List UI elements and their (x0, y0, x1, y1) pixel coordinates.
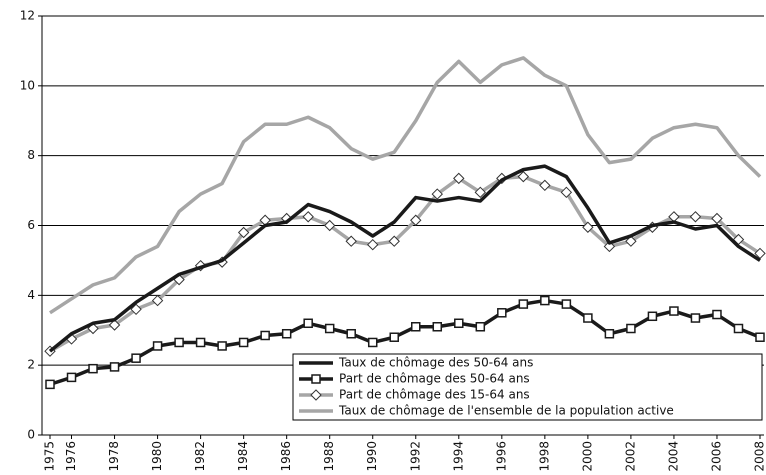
series-line (49, 298, 761, 387)
y-tick-label: 10 (20, 78, 35, 92)
marker (475, 322, 486, 332)
marker (540, 295, 550, 306)
marker (238, 337, 249, 348)
marker (131, 353, 141, 363)
marker (518, 299, 529, 309)
marker (603, 240, 616, 253)
marker (367, 238, 379, 251)
marker (346, 328, 356, 339)
marker (217, 341, 227, 351)
marker (345, 235, 357, 247)
marker (474, 186, 487, 199)
marker (497, 308, 507, 318)
marker (237, 226, 250, 239)
marker (410, 214, 422, 226)
x-tick-label: 1990 (365, 441, 379, 472)
marker (174, 337, 184, 348)
marker (711, 212, 723, 225)
marker (517, 170, 530, 183)
marker (151, 294, 164, 307)
marker (626, 323, 636, 334)
legend-label: Taux de chômage des 50-64 ans (338, 356, 533, 370)
x-tick-label: 1982 (193, 441, 207, 472)
x-tick-label: 1984 (236, 441, 250, 472)
marker (733, 323, 744, 334)
marker (152, 341, 163, 351)
marker (109, 362, 120, 372)
marker (108, 319, 121, 331)
marker (303, 318, 313, 329)
legend: Taux de chômage des 50-64 ans Part de chô… (292, 353, 763, 421)
marker (388, 235, 400, 247)
x-tick-label: 2006 (709, 441, 723, 472)
marker (453, 172, 465, 185)
marker (560, 186, 573, 199)
series-line (48, 164, 761, 353)
x-tick-label: 2008 (753, 441, 766, 472)
marker (431, 188, 443, 200)
marker (454, 318, 464, 329)
marker (260, 330, 270, 341)
y-tick-label: 6 (27, 218, 35, 232)
x-tick-label: 2002 (623, 441, 637, 472)
series-line (49, 174, 761, 353)
marker (367, 337, 378, 348)
marker (712, 309, 722, 320)
y-tick-label: 2 (27, 358, 35, 372)
marker (310, 389, 322, 401)
y-tick-label: 4 (27, 288, 35, 302)
x-tick-label: 1978 (107, 441, 121, 472)
x-tick-label: 1986 (279, 441, 293, 472)
x-tick-label: 1975 (43, 441, 57, 472)
x-tick-label: 2000 (580, 441, 594, 472)
marker (755, 332, 765, 342)
marker (411, 322, 421, 332)
marker (195, 337, 206, 348)
marker (647, 311, 658, 322)
y-tick-label: 0 (27, 428, 35, 442)
marker (669, 306, 679, 316)
marker (130, 303, 142, 316)
marker (324, 323, 335, 334)
marker (604, 328, 615, 339)
legend-label: Part de chômage des 15-64 ans (339, 388, 530, 402)
marker (323, 219, 336, 232)
marker (689, 211, 702, 223)
x-tick-label: 1980 (150, 441, 164, 472)
marker (311, 374, 321, 384)
marker (625, 235, 637, 247)
marker (389, 332, 399, 342)
series-line (49, 56, 762, 315)
x-tick-label: 1994 (451, 441, 465, 472)
marker (45, 379, 55, 390)
x-tick-label: 1988 (322, 441, 336, 472)
legend-label: Taux de chômage de l'ensemble de la popu… (338, 404, 674, 418)
marker (583, 313, 593, 323)
marker (582, 221, 594, 233)
x-tick-label: 2004 (666, 441, 680, 472)
legend-label: Part de chômage des 50-64 ans (339, 372, 530, 386)
x-tick-label: 1996 (494, 441, 508, 472)
marker (302, 211, 314, 223)
legend-box (292, 353, 763, 421)
x-tick-label: 1992 (408, 441, 422, 472)
marker (66, 372, 77, 383)
x-tick-label: 1998 (537, 441, 551, 472)
y-tick-label: 8 (27, 148, 35, 162)
x-tick-label: 1976 (64, 441, 78, 472)
marker (432, 322, 443, 332)
marker (539, 179, 551, 192)
marker (88, 363, 98, 374)
marker (561, 299, 572, 309)
marker (690, 313, 701, 323)
y-tick-label: 12 (20, 9, 35, 23)
marker (281, 328, 292, 339)
marker (87, 322, 99, 335)
